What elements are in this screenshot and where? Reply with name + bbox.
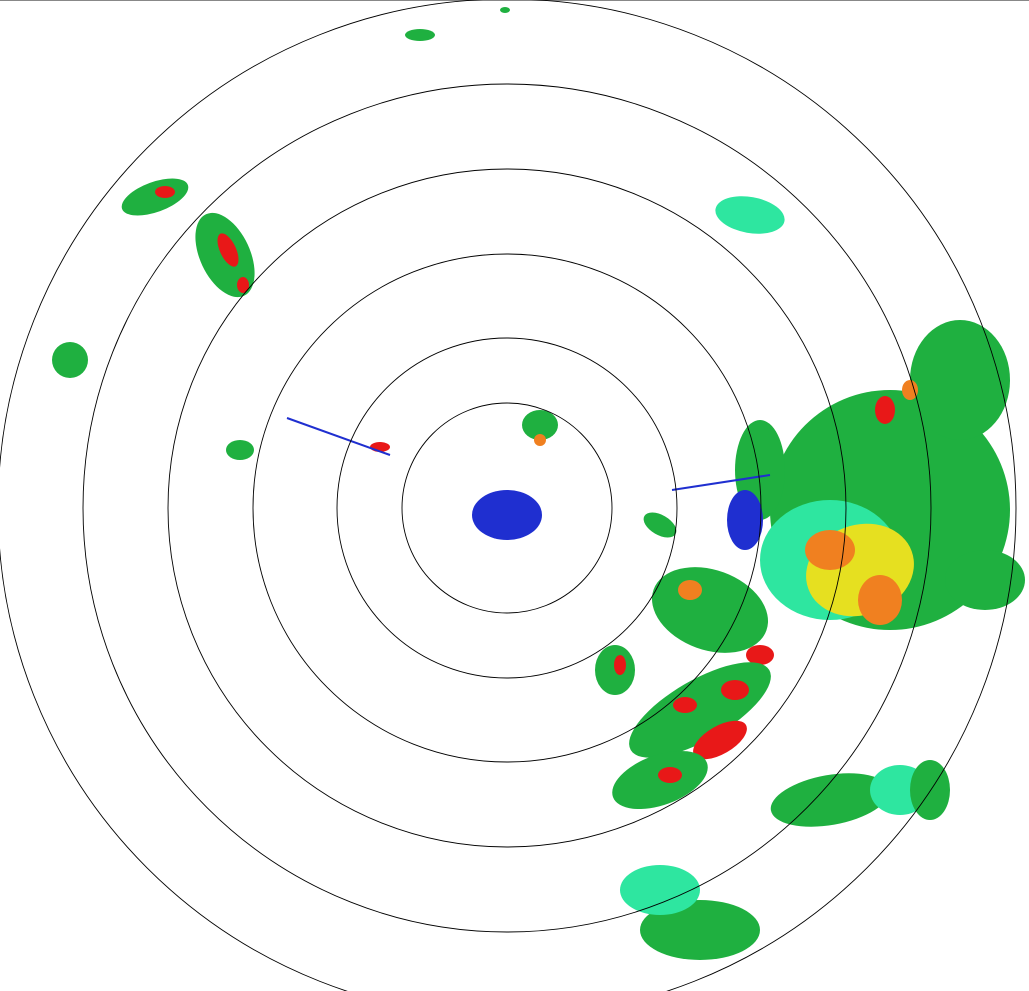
echo-cell [910, 320, 1010, 440]
echo-cell [155, 186, 175, 198]
echo-cell [237, 277, 249, 293]
radial-spike [671, 474, 771, 491]
echo-cell [875, 396, 895, 424]
echo-cell [770, 773, 890, 827]
echo-cell [522, 410, 558, 440]
echo-cell [500, 7, 510, 13]
echo-cell [620, 865, 700, 915]
echo-cell [721, 680, 749, 700]
echo-cell [693, 720, 747, 760]
echo-cell [472, 490, 542, 540]
echo-cell [217, 233, 239, 267]
echo-cell [640, 900, 760, 960]
echo-cell [902, 380, 918, 400]
echo-cell [805, 530, 855, 570]
echo-cell [121, 178, 189, 216]
echo-cell [678, 580, 702, 600]
echo-cell [673, 697, 697, 713]
echo-cell [614, 655, 626, 675]
precipitation-echoes [52, 7, 1025, 960]
echo-cell [727, 490, 763, 550]
echo-cell [534, 434, 546, 446]
echo-cell [226, 440, 254, 460]
echo-cell [746, 645, 774, 665]
echo-cell [715, 196, 785, 234]
echo-cell [658, 767, 682, 783]
echo-cell [405, 29, 435, 41]
range-ring-2 [336, 337, 678, 679]
echo-cell [945, 550, 1025, 610]
top-border [0, 0, 1029, 1]
radial-spike [286, 417, 391, 456]
echo-cell [52, 342, 88, 378]
echo-cell [612, 750, 708, 810]
range-ring-5 [82, 83, 932, 933]
range-ring-3 [252, 253, 762, 763]
echo-cell [643, 512, 677, 538]
range-ring-4 [167, 168, 847, 848]
echo-cell [858, 575, 902, 625]
range-ring-1 [401, 402, 613, 614]
